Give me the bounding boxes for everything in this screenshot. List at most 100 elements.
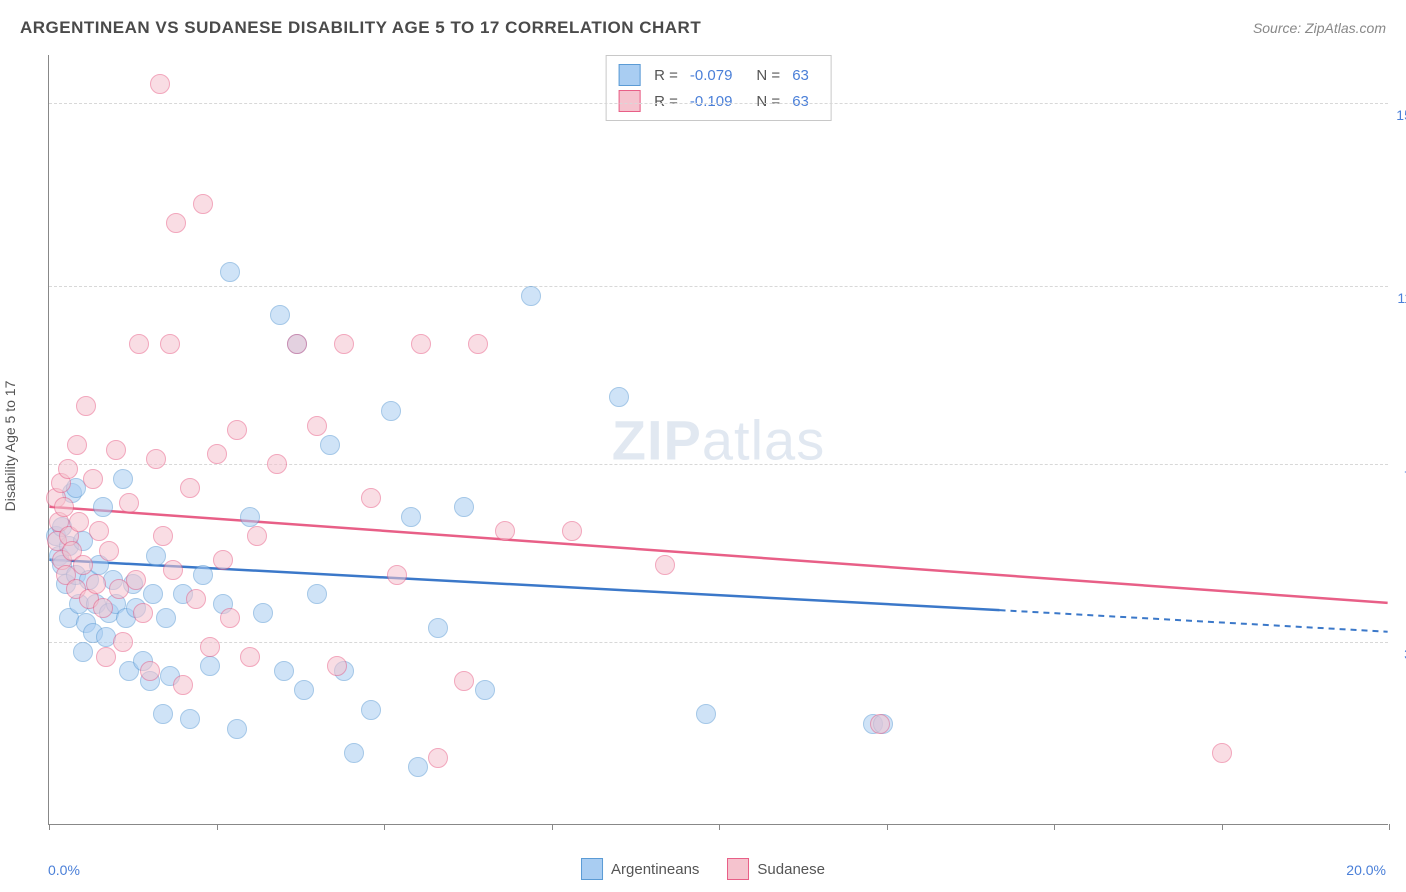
data-point — [334, 334, 354, 354]
data-point — [327, 656, 347, 676]
data-point — [220, 262, 240, 282]
data-point — [294, 680, 314, 700]
legend-swatch — [727, 858, 749, 880]
x-tick — [1054, 824, 1055, 830]
data-point — [655, 555, 675, 575]
data-point — [253, 603, 273, 623]
data-point — [320, 435, 340, 455]
data-point — [89, 521, 109, 541]
data-point — [160, 334, 180, 354]
data-point — [468, 334, 488, 354]
data-point — [180, 478, 200, 498]
data-point — [153, 526, 173, 546]
data-point — [428, 618, 448, 638]
data-point — [247, 526, 267, 546]
data-point — [361, 700, 381, 720]
data-point — [287, 334, 307, 354]
data-point — [186, 589, 206, 609]
data-point — [150, 74, 170, 94]
x-tick — [887, 824, 888, 830]
data-point — [153, 704, 173, 724]
source-attribution: Source: ZipAtlas.com — [1253, 20, 1386, 36]
data-point — [454, 497, 474, 517]
data-point — [133, 603, 153, 623]
data-point — [106, 440, 126, 460]
gridline — [49, 103, 1388, 104]
y-tick-label: 7.5% — [1392, 468, 1406, 484]
data-point — [562, 521, 582, 541]
data-point — [58, 459, 78, 479]
x-tick — [552, 824, 553, 830]
data-point — [93, 598, 113, 618]
data-point — [408, 757, 428, 777]
data-point — [200, 637, 220, 657]
data-point — [67, 435, 87, 455]
data-point — [270, 305, 290, 325]
data-point — [166, 213, 186, 233]
data-point — [411, 334, 431, 354]
data-point — [143, 584, 163, 604]
data-point — [274, 661, 294, 681]
legend-label: Sudanese — [757, 861, 825, 878]
scatter-plot: ZIPatlas R =-0.079N =63R =-0.109N =63 3.… — [48, 55, 1388, 825]
data-point — [126, 570, 146, 590]
y-tick-label: 15.0% — [1392, 107, 1406, 123]
data-point — [73, 555, 93, 575]
x-tick — [384, 824, 385, 830]
chart-title: ARGENTINEAN VS SUDANESE DISABILITY AGE 5… — [20, 18, 701, 38]
data-point — [146, 449, 166, 469]
data-point — [207, 444, 227, 464]
y-tick-label: 11.2% — [1392, 290, 1406, 306]
data-point — [227, 420, 247, 440]
data-point — [213, 550, 233, 570]
gridline — [49, 642, 1388, 643]
data-point — [193, 565, 213, 585]
data-point — [387, 565, 407, 585]
data-point — [609, 387, 629, 407]
data-point — [401, 507, 421, 527]
gridline — [49, 464, 1388, 465]
series-legend: Argentineans Sudanese — [581, 858, 825, 880]
data-point — [140, 661, 160, 681]
data-point — [86, 574, 106, 594]
data-point — [227, 719, 247, 739]
data-point — [173, 675, 193, 695]
data-point — [119, 493, 139, 513]
data-point — [146, 546, 166, 566]
x-tick — [1222, 824, 1223, 830]
data-point — [428, 748, 448, 768]
data-point — [93, 497, 113, 517]
data-point — [73, 642, 93, 662]
data-point — [180, 709, 200, 729]
data-point — [99, 541, 119, 561]
legend-item: Argentineans — [581, 858, 699, 880]
x-tick — [1389, 824, 1390, 830]
data-point — [495, 521, 515, 541]
data-point — [156, 608, 176, 628]
data-point — [76, 396, 96, 416]
data-point — [69, 512, 89, 532]
trend-lines — [49, 55, 1388, 824]
data-point — [521, 286, 541, 306]
data-point — [113, 632, 133, 652]
y-tick-label: 3.8% — [1392, 646, 1406, 662]
x-tick — [49, 824, 50, 830]
data-point — [200, 656, 220, 676]
data-point — [344, 743, 364, 763]
x-tick — [719, 824, 720, 830]
x-axis-max: 20.0% — [1346, 862, 1386, 878]
data-point — [475, 680, 495, 700]
data-point — [163, 560, 183, 580]
data-point — [361, 488, 381, 508]
x-axis-min: 0.0% — [48, 862, 80, 878]
data-point — [193, 194, 213, 214]
data-point — [240, 647, 260, 667]
y-axis-label: Disability Age 5 to 17 — [2, 381, 18, 512]
gridline — [49, 286, 1388, 287]
data-point — [696, 704, 716, 724]
legend-item: Sudanese — [727, 858, 825, 880]
data-point — [96, 647, 116, 667]
data-point — [267, 454, 287, 474]
data-point — [113, 469, 133, 489]
trend-line-extrapolate — [1000, 610, 1388, 632]
